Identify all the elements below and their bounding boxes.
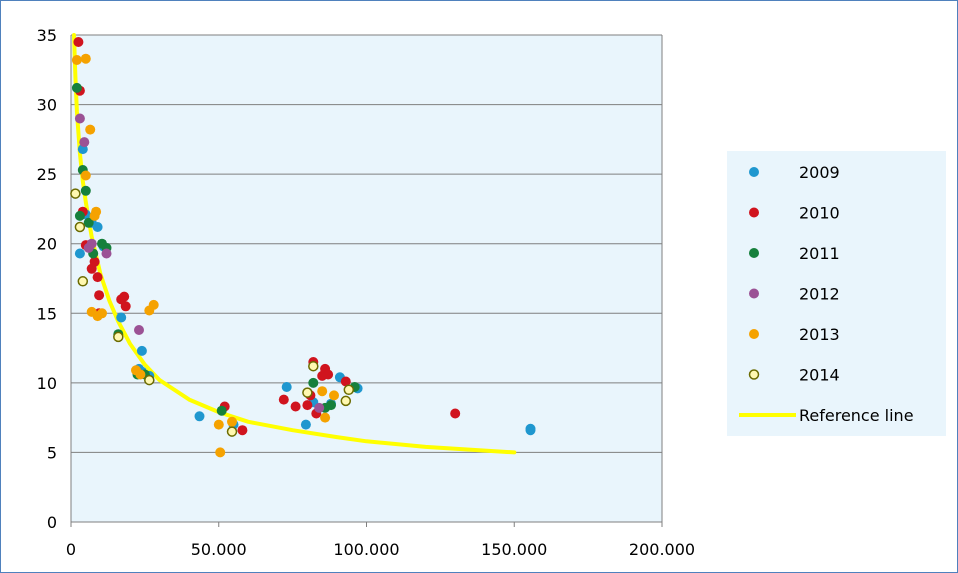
y-tick-label: 20 xyxy=(37,235,57,254)
data-point-2013 xyxy=(71,55,82,65)
data-point-2014 xyxy=(77,276,89,287)
data-point-2009 xyxy=(525,423,536,434)
data-point-2010 xyxy=(323,369,334,380)
data-point-2010 xyxy=(237,425,248,436)
legend-label-2013: 2013 xyxy=(799,325,840,344)
data-point-2011 xyxy=(71,82,82,93)
x-tick-labels: 0 50.000 100.000 150.000 200.000 xyxy=(66,540,695,559)
legend-marker-2014 xyxy=(748,369,760,380)
data-point-2013 xyxy=(80,170,91,181)
data-point-2014 xyxy=(343,384,355,396)
data-point-2013 xyxy=(215,447,226,458)
data-point-2011 xyxy=(308,377,319,388)
data-point-2013 xyxy=(148,299,159,310)
data-point-2013 xyxy=(320,412,331,423)
legend-marker-2013 xyxy=(749,329,759,339)
data-point-2012 xyxy=(314,402,325,413)
data-point-2012 xyxy=(79,137,90,148)
legend-marker-2012 xyxy=(749,288,759,299)
data-point-2011 xyxy=(326,400,336,411)
legend: 2009 2010 2011 2012 2013 2014 Reference line xyxy=(727,151,946,436)
data-point-2012 xyxy=(74,113,85,124)
legend-label-reference-line: Reference line xyxy=(799,406,914,425)
x-tick-label: 0 xyxy=(66,540,76,559)
y-tick-label: 15 xyxy=(37,304,57,323)
y-tick-label: 30 xyxy=(37,96,57,115)
data-point-2009 xyxy=(300,419,311,430)
data-point-2010 xyxy=(119,291,130,302)
y-tick-labels: 0 5 10 15 20 25 30 35 xyxy=(37,26,57,532)
data-point-2011 xyxy=(83,217,94,228)
legend-label-2014: 2014 xyxy=(799,366,840,385)
data-point-2012 xyxy=(86,238,97,249)
data-point-2013 xyxy=(329,390,339,401)
data-point-2014 xyxy=(302,387,313,398)
data-point-2010 xyxy=(340,376,351,387)
legend-box xyxy=(727,151,946,436)
plot-area xyxy=(71,35,662,522)
reference-line xyxy=(72,33,517,455)
y-tick-label: 10 xyxy=(37,374,57,393)
data-point-2010 xyxy=(94,290,105,301)
data-point-2013 xyxy=(91,206,102,217)
x-tick-label: 100.000 xyxy=(333,540,399,559)
data-point-2010 xyxy=(92,272,103,283)
data-point-2009 xyxy=(92,222,103,232)
data-point-2011 xyxy=(80,185,91,196)
y-tick-label: 0 xyxy=(47,513,57,532)
y-tick-label: 35 xyxy=(37,26,57,45)
axes xyxy=(70,35,663,527)
legend-label-2010: 2010 xyxy=(799,204,840,223)
data-point-2009 xyxy=(136,345,147,356)
reference-line-path xyxy=(72,33,517,455)
data-point-2013 xyxy=(317,386,328,397)
legend-marker-2011 xyxy=(749,248,759,258)
x-tick-label: 200.000 xyxy=(629,540,695,559)
data-point-2009 xyxy=(194,411,205,422)
grid-lines xyxy=(71,34,662,453)
data-point-2013 xyxy=(227,416,237,427)
data-point-2014 xyxy=(144,374,155,386)
legend-label-2012: 2012 xyxy=(799,285,840,304)
data-point-2010 xyxy=(302,400,313,411)
data-point-2013 xyxy=(97,308,107,319)
data-point-2014 xyxy=(74,221,86,233)
data-points xyxy=(70,37,536,458)
data-point-2014 xyxy=(113,331,124,343)
data-point-2011 xyxy=(216,405,227,416)
legend-marker-2010 xyxy=(749,207,759,218)
data-point-2012 xyxy=(101,248,112,259)
data-point-2010 xyxy=(450,408,461,419)
legend-label-2009: 2009 xyxy=(799,163,840,182)
data-point-2013 xyxy=(80,53,91,64)
data-point-2009 xyxy=(116,312,127,323)
data-point-2014 xyxy=(308,360,319,372)
data-point-2013 xyxy=(135,369,146,380)
data-point-2014 xyxy=(226,426,238,437)
y-tick-label: 5 xyxy=(47,443,57,462)
x-tick-label: 50.000 xyxy=(191,540,247,559)
legend-label-2011: 2011 xyxy=(799,244,840,263)
x-tick-label: 150.000 xyxy=(481,540,547,559)
data-point-2009 xyxy=(74,248,85,259)
data-point-2013 xyxy=(85,124,96,135)
legend-marker-2009 xyxy=(749,167,759,177)
y-tick-label: 25 xyxy=(37,165,57,184)
data-point-2010 xyxy=(278,394,289,405)
data-point-2009 xyxy=(281,382,292,392)
data-point-2013 xyxy=(213,419,224,430)
data-point-2012 xyxy=(134,325,144,335)
data-point-2011 xyxy=(74,210,85,221)
data-point-2010 xyxy=(120,301,131,312)
data-point-2010 xyxy=(89,256,100,267)
data-point-2010 xyxy=(290,401,301,412)
data-point-2010 xyxy=(73,37,84,47)
data-point-2014 xyxy=(340,395,352,407)
data-point-2014 xyxy=(70,188,81,199)
